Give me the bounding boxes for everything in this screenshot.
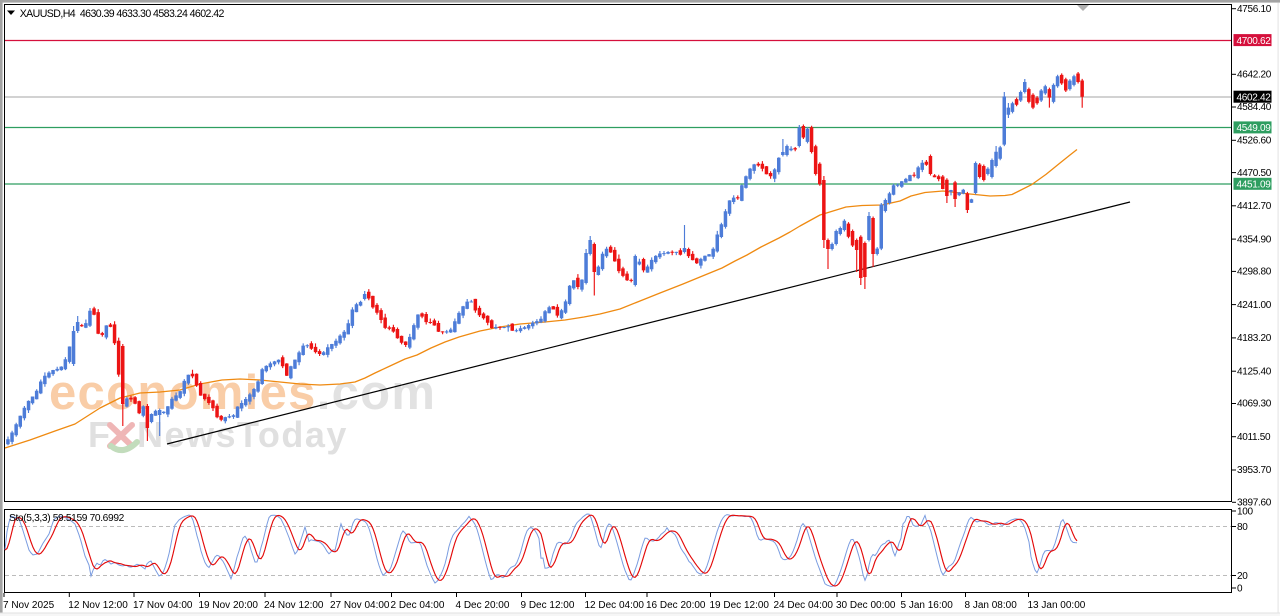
svg-text:2 Dec 04:00: 2 Dec 04:00 <box>391 600 445 611</box>
svg-text:4451.09: 4451.09 <box>1237 180 1272 191</box>
svg-text:80: 80 <box>1237 522 1248 533</box>
svg-text:12 Nov 12:00: 12 Nov 12:00 <box>68 600 128 611</box>
svg-text:8 Jan 08:00: 8 Jan 08:00 <box>965 600 1018 611</box>
svg-text:24 Dec 04:00: 24 Dec 04:00 <box>774 600 834 611</box>
svg-text:30 Dec 00:00: 30 Dec 00:00 <box>836 600 896 611</box>
svg-text:4298.80: 4298.80 <box>1237 267 1272 278</box>
svg-text:27 Nov 04:00: 27 Nov 04:00 <box>330 600 390 611</box>
svg-text:19 Nov 20:00: 19 Nov 20:00 <box>199 600 259 611</box>
svg-text:4354.90: 4354.90 <box>1237 234 1272 245</box>
svg-text:XAUUSD,H4 4630.39 4633.30 458: XAUUSD,H4 4630.39 4633.30 4583.24 4602.4… <box>20 8 225 20</box>
svg-text:19 Dec 12:00: 19 Dec 12:00 <box>710 600 770 611</box>
svg-text:3953.70: 3953.70 <box>1237 465 1272 476</box>
svg-text:13 Jan 00:00: 13 Jan 00:00 <box>1028 600 1086 611</box>
svg-text:Sto(5,3,3) 59.5159 70.6992: Sto(5,3,3) 59.5159 70.6992 <box>9 513 125 524</box>
svg-text:7 Nov 2025: 7 Nov 2025 <box>3 600 55 611</box>
svg-text:4241.00: 4241.00 <box>1237 300 1272 311</box>
svg-text:9 Dec 12:00: 9 Dec 12:00 <box>521 600 575 611</box>
svg-text:3897.60: 3897.60 <box>1237 498 1272 509</box>
svg-text:4526.60: 4526.60 <box>1237 136 1272 147</box>
svg-text:4602.42: 4602.42 <box>1237 92 1272 103</box>
svg-text:4584.40: 4584.40 <box>1237 102 1272 113</box>
svg-text:4 Dec 20:00: 4 Dec 20:00 <box>456 600 510 611</box>
svg-text:12 Dec 04:00: 12 Dec 04:00 <box>585 600 645 611</box>
svg-text:4700.62: 4700.62 <box>1237 36 1272 47</box>
svg-text:economies.com: economies.com <box>49 366 436 420</box>
svg-text:5 Jan 16:00: 5 Jan 16:00 <box>901 600 954 611</box>
svg-text:4642.20: 4642.20 <box>1237 70 1272 81</box>
svg-text:24 Nov 12:00: 24 Nov 12:00 <box>264 600 324 611</box>
svg-text:16 Dec 20:00: 16 Dec 20:00 <box>646 600 706 611</box>
svg-text:0: 0 <box>1237 584 1243 595</box>
svg-text:100: 100 <box>1237 507 1254 518</box>
svg-text:4412.70: 4412.70 <box>1237 201 1272 212</box>
svg-text:4756.10: 4756.10 <box>1237 4 1272 15</box>
svg-text:4549.09: 4549.09 <box>1237 123 1272 134</box>
svg-text:4125.40: 4125.40 <box>1237 366 1272 377</box>
svg-text:4183.20: 4183.20 <box>1237 333 1272 344</box>
svg-text:4069.30: 4069.30 <box>1237 399 1272 410</box>
svg-text:17 Nov 04:00: 17 Nov 04:00 <box>133 600 193 611</box>
svg-text:4470.50: 4470.50 <box>1237 168 1272 179</box>
svg-text:4011.50: 4011.50 <box>1237 432 1271 443</box>
svg-text:20: 20 <box>1237 571 1248 582</box>
